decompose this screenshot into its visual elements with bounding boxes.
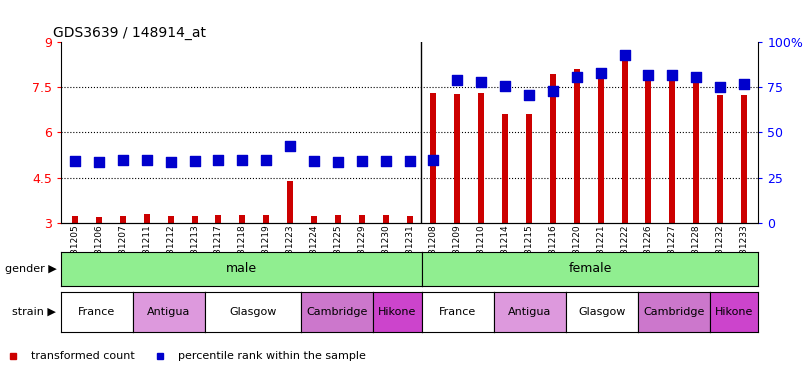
Text: Antigua: Antigua: [508, 307, 551, 317]
Point: [380, 158, 393, 164]
Text: percentile rank within the sample: percentile rank within the sample: [178, 351, 366, 361]
Bar: [239, 215, 246, 223]
Text: strain ▶: strain ▶: [12, 307, 56, 317]
Text: Antigua: Antigua: [148, 307, 191, 317]
Bar: [191, 215, 198, 223]
Point: [522, 91, 535, 98]
Bar: [526, 114, 532, 223]
Point: [164, 159, 177, 165]
Point: [737, 81, 750, 87]
Bar: [478, 93, 484, 223]
Point: [332, 159, 345, 165]
Bar: [646, 79, 651, 223]
Point: [260, 157, 272, 164]
Text: male: male: [225, 262, 257, 275]
Bar: [72, 216, 78, 223]
Bar: [358, 215, 365, 223]
Text: GDS3639 / 148914_at: GDS3639 / 148914_at: [53, 26, 206, 40]
Point: [355, 158, 368, 164]
Point: [474, 79, 487, 85]
Bar: [335, 215, 341, 223]
Bar: [406, 216, 413, 223]
Text: Cambridge: Cambridge: [643, 307, 705, 317]
Text: transformed count: transformed count: [31, 351, 135, 361]
Bar: [264, 215, 269, 223]
Point: [427, 157, 440, 163]
Point: [212, 157, 225, 163]
Bar: [311, 215, 317, 223]
Text: France: France: [79, 307, 115, 317]
Point: [236, 157, 249, 163]
Point: [117, 157, 130, 163]
Bar: [669, 79, 676, 223]
Point: [594, 70, 607, 76]
Text: France: France: [439, 307, 476, 317]
Bar: [383, 215, 388, 223]
Bar: [573, 70, 580, 223]
Text: Hikone: Hikone: [715, 307, 753, 317]
Point: [284, 143, 297, 149]
Point: [403, 158, 416, 164]
Point: [188, 158, 201, 164]
Bar: [168, 216, 174, 223]
Bar: [717, 95, 723, 223]
Point: [499, 83, 512, 89]
Bar: [144, 214, 150, 223]
Point: [451, 77, 464, 83]
Bar: [693, 81, 699, 223]
Point: [307, 158, 320, 164]
Point: [92, 159, 105, 165]
Text: Glasgow: Glasgow: [578, 307, 625, 317]
Point: [642, 72, 655, 78]
Bar: [96, 217, 102, 223]
Text: gender ▶: gender ▶: [5, 264, 56, 274]
Point: [140, 157, 153, 163]
Point: [69, 158, 82, 164]
Point: [570, 73, 583, 79]
Bar: [502, 114, 508, 223]
Point: [547, 88, 560, 94]
Point: [618, 52, 631, 58]
Bar: [598, 71, 603, 223]
Point: [714, 84, 727, 91]
Bar: [454, 94, 461, 223]
Bar: [120, 216, 126, 223]
Point: [689, 73, 702, 79]
Text: Cambridge: Cambridge: [307, 307, 368, 317]
Text: Hikone: Hikone: [379, 307, 417, 317]
Bar: [216, 215, 221, 223]
Text: Glasgow: Glasgow: [230, 307, 277, 317]
Bar: [287, 181, 293, 223]
Bar: [431, 93, 436, 223]
Text: female: female: [569, 262, 611, 275]
Bar: [741, 95, 747, 223]
Bar: [550, 74, 556, 223]
Point: [666, 72, 679, 78]
Bar: [621, 59, 628, 223]
